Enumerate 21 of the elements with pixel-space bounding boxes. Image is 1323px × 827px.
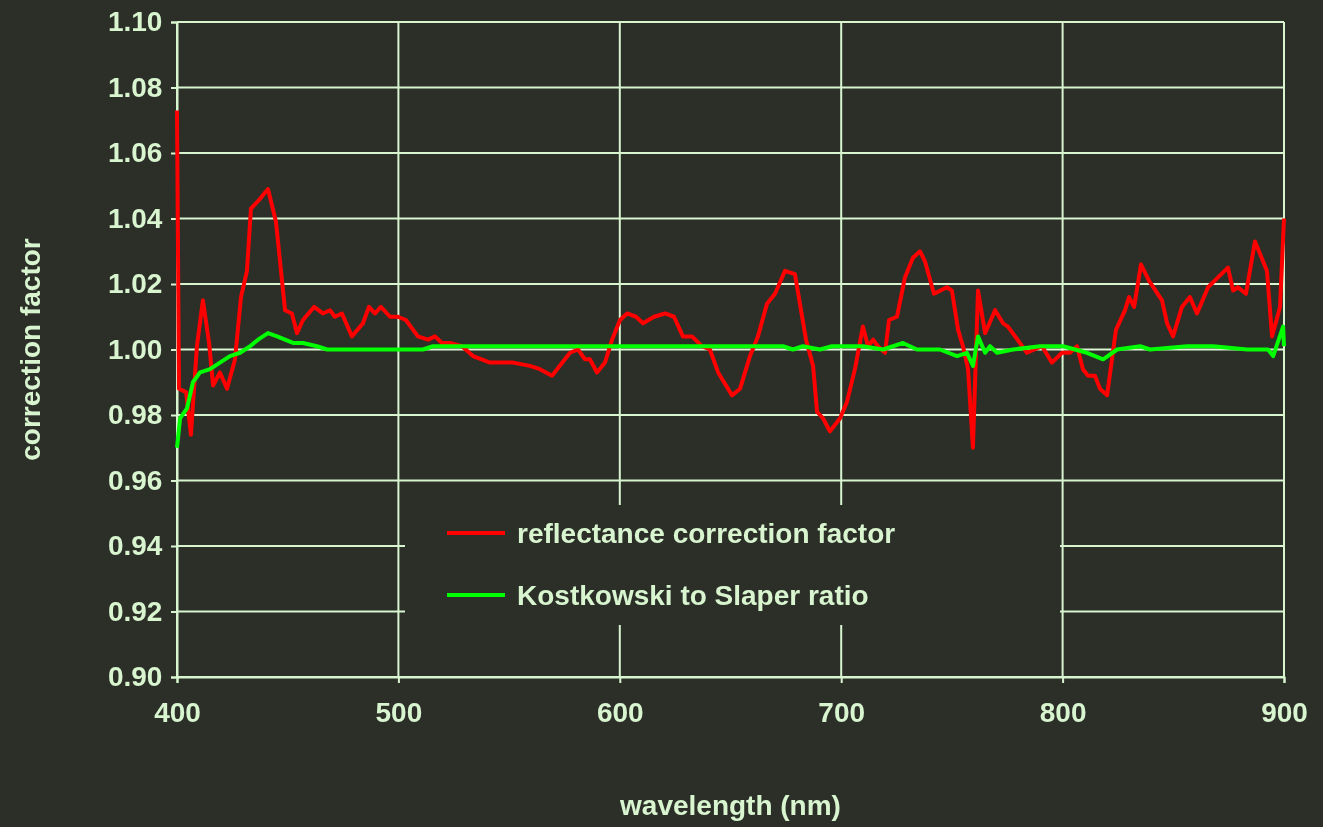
y-tick-label: 0.90 bbox=[107, 661, 163, 693]
y-tick-label: 1.08 bbox=[107, 71, 163, 103]
y-tick-label: 0.92 bbox=[107, 595, 163, 627]
legend-label: Kostkowski to Slaper ratio bbox=[517, 579, 869, 611]
legend-label: reflectance correction factor bbox=[517, 517, 896, 549]
x-tick-label: 500 bbox=[375, 697, 423, 729]
x-axis-title: wavelength (nm) bbox=[619, 790, 841, 821]
y-tick-label: 0.94 bbox=[107, 530, 163, 562]
x-tick-label: 400 bbox=[154, 697, 201, 729]
x-tick-label: 600 bbox=[596, 697, 644, 729]
x-tick-label: 700 bbox=[818, 697, 866, 729]
y-tick-label: 1.00 bbox=[107, 333, 163, 365]
y-tick-label: 0.96 bbox=[107, 464, 163, 496]
y-tick-label: 1.04 bbox=[107, 202, 163, 234]
x-tick-label: 800 bbox=[1039, 697, 1087, 729]
y-axis-title: correction factor bbox=[15, 238, 46, 461]
x-tick-label: 900 bbox=[1261, 697, 1308, 729]
y-tick-label: 1.06 bbox=[107, 137, 163, 169]
y-tick-label: 0.98 bbox=[107, 399, 163, 431]
y-tick-label: 1.02 bbox=[107, 268, 163, 300]
y-tick-label: 1.10 bbox=[107, 6, 163, 38]
